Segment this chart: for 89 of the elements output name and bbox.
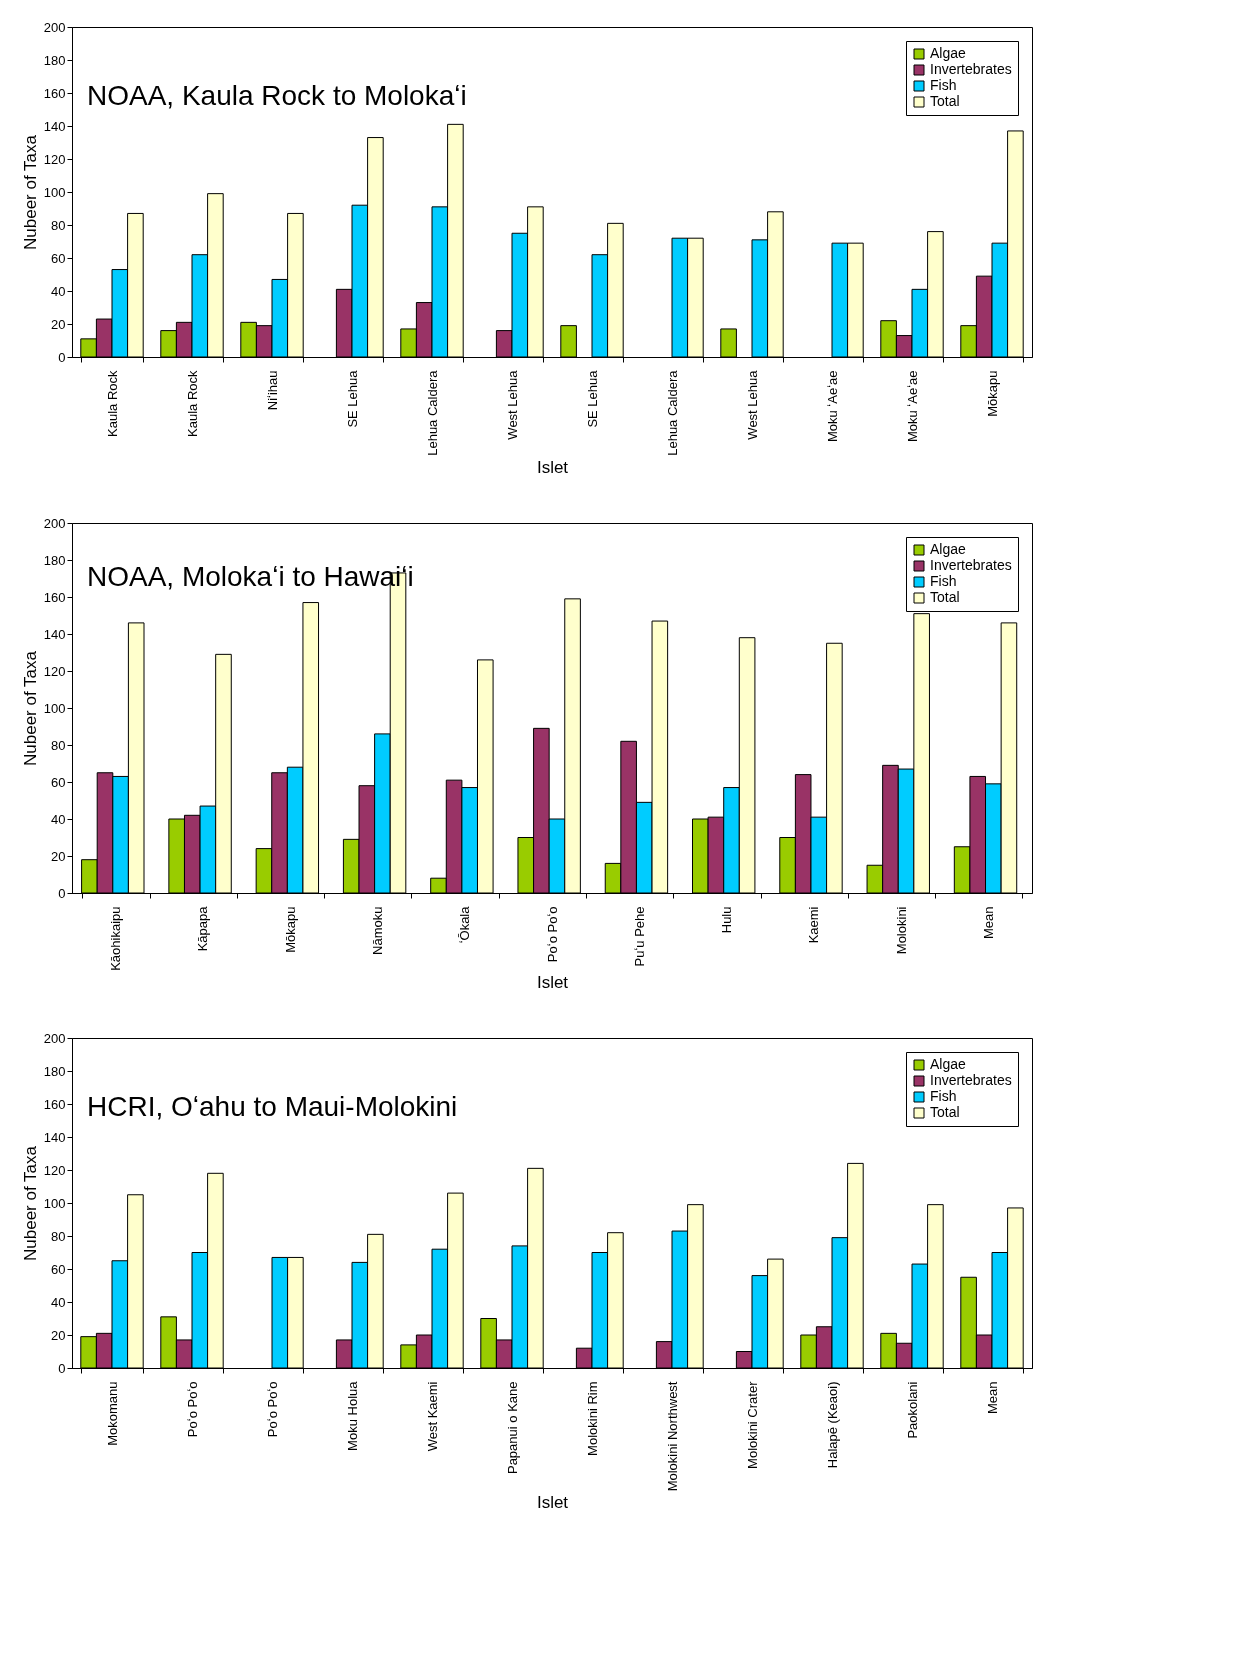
y-tick-label: 100 [43,1195,66,1211]
legend-label: Algae [930,541,967,557]
x-axis-title: Islet [536,1493,569,1513]
y-tick-label: 200 [43,1030,66,1046]
x-tick-label: Papanui o Kane [504,1381,520,1475]
x-tick-label: ʻŌkala [457,905,473,944]
x-tick-label: Mean [984,1381,1000,1415]
legend-label: Invertebrates [930,61,1012,77]
x-tick-label: Molokini Crater [744,1380,760,1469]
y-tick-label: 40 [51,1294,66,1310]
y-tick-label: 80 [51,217,66,233]
y-tick-label: 200 [43,515,66,531]
x-tick-label: West Kaemi [424,1381,440,1452]
y-axis-title: Nubeer of Taxa [20,1145,40,1261]
legend-label: Total [930,589,960,605]
x-axis-title: Islet [536,457,569,477]
x-tick-label: Hulu [719,906,735,934]
x-tick-label: Mokomanu [104,1381,120,1446]
x-tick-label: Kāohikaipu [108,906,124,971]
y-tick-label: 20 [51,316,66,332]
x-tick-label: Poʻo Poʻo [184,1381,200,1438]
x-tick-label: Lehua Caldera [424,369,440,456]
x-tick-label: Halapē (Keaoi) [824,1381,840,1469]
legend-label: Total [930,1104,960,1120]
y-axis-title: Nubeer of Taxa [20,650,40,766]
y-tick-label: 80 [51,737,66,753]
x-tick-label: Moku ʻAeʻae [824,370,840,443]
y-tick-label: 60 [51,250,66,266]
x-tick-label: Poʻo Poʻo [264,1381,280,1438]
y-tick-label: 60 [51,774,66,790]
x-tick-label: Poʻo Poʻo [544,906,560,963]
y-tick-label: 180 [43,1063,66,1079]
legend-label: Invertebrates [930,557,1012,573]
x-tick-label: Moku Holua [344,1380,360,1451]
y-tick-label: 20 [51,1327,66,1343]
y-tick-label: 120 [43,663,66,679]
y-tick-label: 0 [58,1360,66,1376]
x-tick-label: Mean [980,906,996,940]
x-tick-label: West Lehua [744,369,760,440]
y-tick-label: 140 [43,626,66,642]
y-tick-label: 0 [58,885,66,901]
y-tick-label: 0 [58,349,66,365]
x-tick-label: Molokini Rim [584,1381,600,1456]
x-tick-label: Mōkapu [984,370,1000,417]
legend-label: Total [930,93,960,109]
legend-label: Invertebrates [930,1072,1012,1088]
y-tick-label: 100 [43,184,66,200]
x-tick-label: West Lehua [504,369,520,440]
y-tick-label: 100 [43,700,66,716]
x-tick-label: Niʻihau [264,370,280,411]
y-tick-label: 40 [51,811,66,827]
y-tick-label: 80 [51,1228,66,1244]
legend-label: Fish [930,1088,957,1104]
legend-label: Algae [930,45,967,61]
y-tick-label: 140 [43,118,66,134]
y-tick-label: 160 [43,1096,66,1112]
x-tick-label: Kaula Rock [184,370,200,437]
y-tick-label: 40 [51,283,66,299]
x-tick-label: Puʻu Pehe [631,906,647,967]
y-tick-label: 20 [51,848,66,864]
x-tick-label: Molokini [893,906,909,955]
x-tick-label: Paokolani [904,1381,920,1439]
x-tick-label: Moku ʻAeʻae [904,370,920,443]
x-tick-label: Kaula Rock [104,370,120,437]
y-tick-label: 60 [51,1261,66,1277]
text: HCRI, Oʻahu to Maui-Molokini [87,1091,458,1122]
y-tick-label: 160 [43,85,66,101]
x-tick-label: Kaemi [806,906,822,944]
y-tick-label: 140 [43,1129,66,1145]
x-tick-label: SE Lehua [344,369,360,428]
legend-label: Algae [930,1056,967,1072]
legend-label: Fish [930,573,957,589]
x-tick-label: Kāpapa [195,905,211,952]
text: NOAA, Molokaʻi to Hawaiʻi [87,561,414,592]
x-tick-label: Molokini Northwest [664,1381,680,1492]
y-tick-label: 200 [43,19,66,35]
legend-label: Fish [930,77,957,93]
x-axis-title: Islet [536,972,569,992]
text: NOAA, Kaula Rock to Molokaʻi [87,80,467,111]
x-tick-label: Nāmoku [369,906,385,955]
y-axis-title: Nubeer of Taxa [20,134,40,250]
y-tick-label: 120 [43,151,66,167]
y-tick-label: 180 [43,552,66,568]
y-tick-label: 120 [43,1162,66,1178]
y-tick-label: 180 [43,52,66,68]
y-tick-label: 160 [43,589,66,605]
x-tick-label: Mōkapu [282,906,298,953]
x-tick-label: Lehua Caldera [664,369,680,456]
x-tick-label: SE Lehua [584,369,600,428]
